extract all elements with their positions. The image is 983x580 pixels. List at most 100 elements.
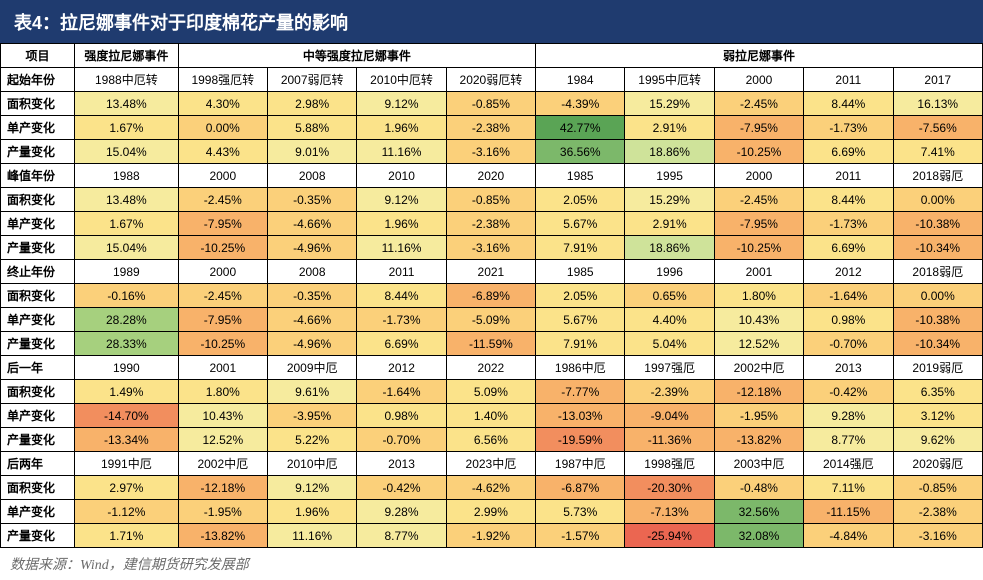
value-cell: -10.34% [893, 332, 982, 356]
value-cell: -4.66% [267, 212, 356, 236]
value-cell: -1.64% [804, 284, 893, 308]
year-cell: 2020 [446, 164, 535, 188]
metric-row: 单产变化28.28%-7.95%-4.66%-1.73%-5.09%5.67%4… [1, 308, 983, 332]
year-cell: 2000 [714, 68, 803, 92]
value-cell: -2.45% [714, 188, 803, 212]
value-cell: -10.25% [178, 332, 267, 356]
year-row: 终止年份198920002008201120211985199620012012… [1, 260, 983, 284]
value-cell: -4.39% [536, 92, 625, 116]
metric-label: 产量变化 [1, 140, 75, 164]
value-cell: -10.38% [893, 212, 982, 236]
value-cell: -0.35% [267, 284, 356, 308]
value-cell: 15.04% [75, 140, 179, 164]
year-cell: 2003中厄 [714, 452, 803, 476]
value-cell: -14.70% [75, 404, 179, 428]
value-cell: -11.36% [625, 428, 714, 452]
value-cell: 3.12% [893, 404, 982, 428]
header-project: 项目 [1, 44, 75, 68]
value-cell: -7.77% [536, 380, 625, 404]
value-cell: 13.48% [75, 92, 179, 116]
value-cell: -0.16% [75, 284, 179, 308]
value-cell: -10.25% [714, 140, 803, 164]
metric-label: 产量变化 [1, 236, 75, 260]
section-label: 峰值年份 [1, 164, 75, 188]
metric-row: 面积变化2.97%-12.18%9.12%-0.42%-4.62%-6.87%-… [1, 476, 983, 500]
value-cell: 4.43% [178, 140, 267, 164]
year-cell: 2011 [804, 164, 893, 188]
value-cell: 9.12% [267, 476, 356, 500]
value-cell: -5.09% [446, 308, 535, 332]
value-cell: 36.56% [536, 140, 625, 164]
value-cell: 6.69% [804, 236, 893, 260]
value-cell: 1.80% [178, 380, 267, 404]
value-cell: -12.18% [714, 380, 803, 404]
year-cell: 1997强厄 [625, 356, 714, 380]
value-cell: 4.30% [178, 92, 267, 116]
value-cell: -10.34% [893, 236, 982, 260]
value-cell: 15.29% [625, 188, 714, 212]
value-cell: -0.48% [714, 476, 803, 500]
value-cell: 7.91% [536, 236, 625, 260]
value-cell: -11.59% [446, 332, 535, 356]
year-cell: 2011 [357, 260, 446, 284]
value-cell: 8.44% [357, 284, 446, 308]
value-cell: 6.56% [446, 428, 535, 452]
value-cell: -4.96% [267, 332, 356, 356]
metric-label: 面积变化 [1, 284, 75, 308]
year-cell: 2000 [714, 164, 803, 188]
metric-row: 面积变化13.48%4.30%2.98%9.12%-0.85%-4.39%15.… [1, 92, 983, 116]
data-table: 项目 强度拉尼娜事件 中等强度拉尼娜事件 弱拉尼娜事件 起始年份1988中厄转1… [0, 43, 983, 548]
value-cell: -1.92% [446, 524, 535, 548]
value-cell: 9.62% [893, 428, 982, 452]
metric-label: 单产变化 [1, 308, 75, 332]
year-row: 后两年1991中厄2002中厄2010中厄20132023中厄1987中厄199… [1, 452, 983, 476]
year-cell: 2020弱厄 [893, 452, 982, 476]
value-cell: 9.12% [357, 188, 446, 212]
value-cell: -11.15% [804, 500, 893, 524]
value-cell: 2.91% [625, 116, 714, 140]
value-cell: 6.35% [893, 380, 982, 404]
value-cell: 18.86% [625, 140, 714, 164]
year-cell: 2010中厄 [267, 452, 356, 476]
data-source: 数据来源：Wind，建信期货研究发展部 [0, 548, 983, 580]
value-cell: 12.52% [714, 332, 803, 356]
metric-row: 面积变化13.48%-2.45%-0.35%9.12%-0.85%2.05%15… [1, 188, 983, 212]
value-cell: 2.05% [536, 188, 625, 212]
metric-label: 产量变化 [1, 332, 75, 356]
value-cell: 0.00% [178, 116, 267, 140]
value-cell: 2.99% [446, 500, 535, 524]
value-cell: 12.52% [178, 428, 267, 452]
value-cell: 11.16% [357, 236, 446, 260]
year-cell: 1990 [75, 356, 179, 380]
year-cell: 2010中厄转 [357, 68, 446, 92]
value-cell: 9.28% [357, 500, 446, 524]
year-cell: 2002中厄 [714, 356, 803, 380]
value-cell: -1.73% [357, 308, 446, 332]
metric-row: 产量变化15.04%-10.25%-4.96%11.16%-3.16%7.91%… [1, 236, 983, 260]
value-cell: -2.39% [625, 380, 714, 404]
year-row: 峰值年份198820002008201020201985199520002011… [1, 164, 983, 188]
value-cell: -1.95% [178, 500, 267, 524]
value-cell: 7.91% [536, 332, 625, 356]
value-cell: 1.96% [357, 212, 446, 236]
value-cell: 1.71% [75, 524, 179, 548]
value-cell: 15.29% [625, 92, 714, 116]
metric-label: 产量变化 [1, 428, 75, 452]
table-header: 项目 强度拉尼娜事件 中等强度拉尼娜事件 弱拉尼娜事件 [1, 44, 983, 68]
value-cell: -4.96% [267, 236, 356, 260]
year-cell: 2009中厄 [267, 356, 356, 380]
year-cell: 2019弱厄 [893, 356, 982, 380]
value-cell: -3.16% [446, 140, 535, 164]
year-cell: 1996 [625, 260, 714, 284]
value-cell: 9.12% [357, 92, 446, 116]
value-cell: -10.25% [714, 236, 803, 260]
year-row: 后一年199020012009中厄201220221986中厄1997强厄200… [1, 356, 983, 380]
value-cell: 32.08% [714, 524, 803, 548]
value-cell: 2.97% [75, 476, 179, 500]
year-cell: 2017 [893, 68, 982, 92]
metric-row: 单产变化1.67%0.00%5.88%1.96%-2.38%42.77%2.91… [1, 116, 983, 140]
metric-label: 面积变化 [1, 476, 75, 500]
value-cell: -13.82% [714, 428, 803, 452]
year-cell: 2018弱厄 [893, 260, 982, 284]
value-cell: -20.30% [625, 476, 714, 500]
